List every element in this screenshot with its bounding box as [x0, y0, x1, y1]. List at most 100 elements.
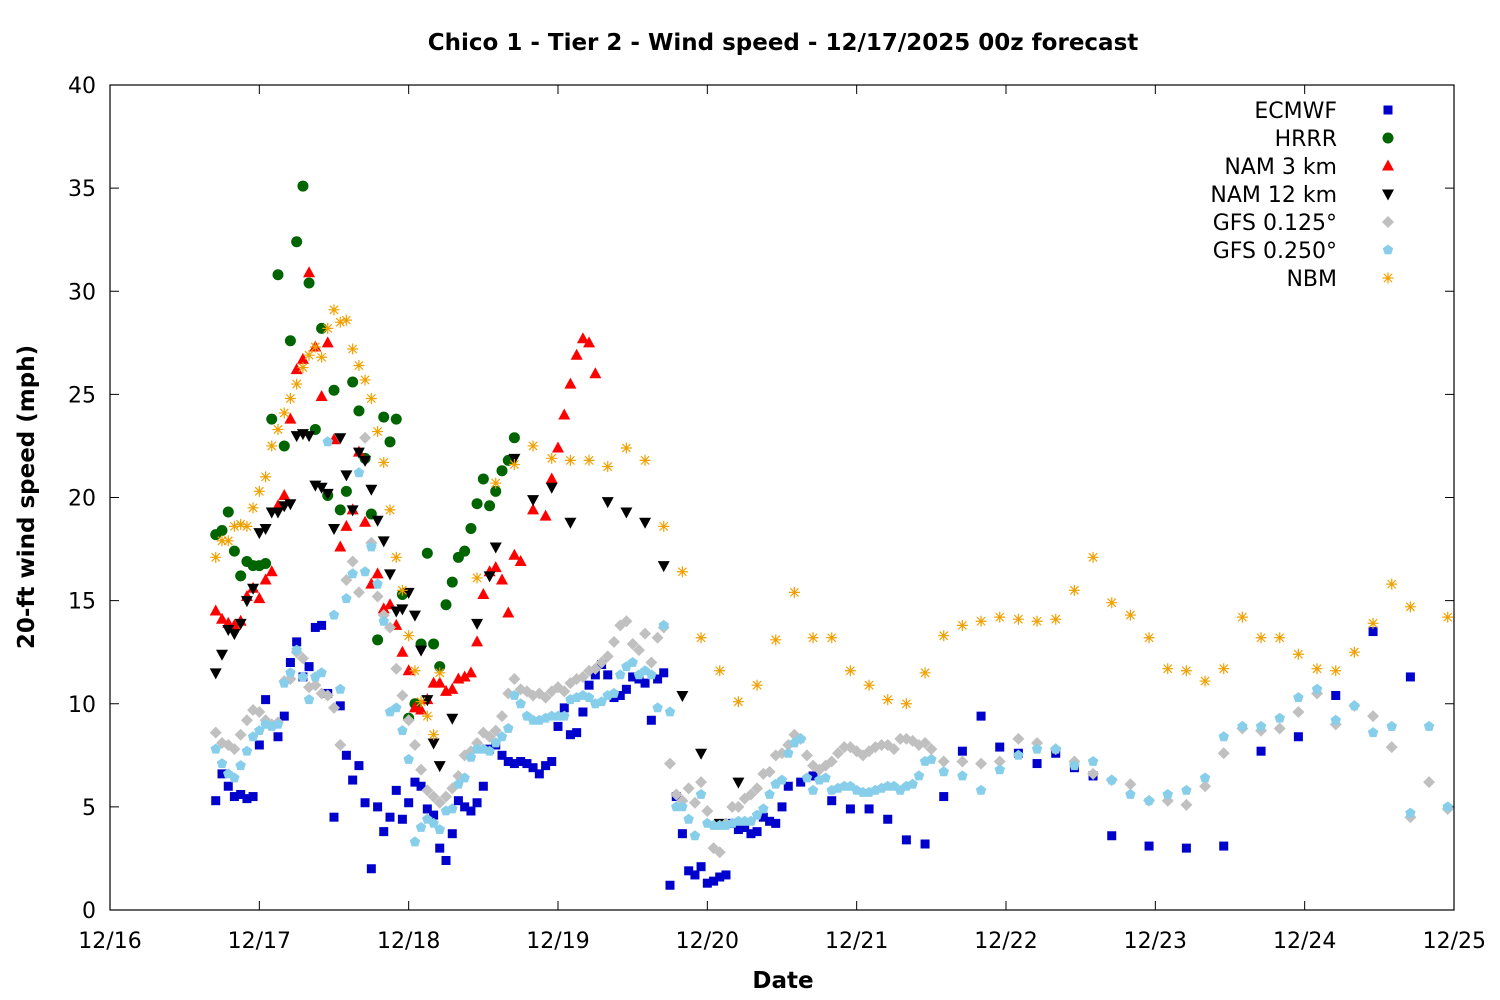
data-point-gfs-0-250 [503, 723, 514, 733]
data-point-gfs-0-125 [1292, 706, 1305, 718]
data-point-gfs-0-250 [975, 784, 987, 795]
data-point-gfs-0-250 [615, 669, 626, 680]
data-point-nam-12-km [676, 691, 689, 702]
data-point-nam-3-km [496, 573, 508, 585]
data-point-nbm [278, 407, 290, 419]
data-point-nam-12-km [483, 571, 496, 583]
data-point-gfs-0-125 [346, 555, 359, 568]
data-point-gfs-0-125 [1180, 798, 1193, 811]
data-point-gfs-0-125 [359, 431, 372, 444]
data-point-ecmwf [702, 878, 712, 888]
data-point-ecmwf [453, 796, 463, 806]
data-point-gfs-0-250 [372, 578, 383, 589]
data-point-gfs-0-250 [210, 743, 221, 754]
data-point-gfs-0-125 [888, 743, 900, 756]
data-point-ecmwf [603, 670, 613, 680]
data-point-nbm [527, 440, 539, 452]
legend-label-nbm: NBM [1286, 267, 1337, 292]
data-point-gfs-0-250 [1349, 700, 1360, 711]
data-point-ecmwf [329, 812, 339, 822]
data-point-gfs-0-250 [994, 764, 1005, 775]
data-point-hrrr [328, 384, 340, 396]
data-point-nbm [1367, 617, 1379, 629]
data-point-gfs-0-125 [695, 776, 708, 789]
data-point-gfs-0-250 [434, 824, 445, 834]
data-point-hrrr [291, 236, 303, 248]
data-point-ecmwf [366, 864, 376, 874]
data-point-nam-12-km [328, 523, 340, 535]
data-point-ecmwf [534, 769, 544, 779]
data-point-gfs-0-125 [309, 679, 322, 692]
data-point-gfs-0-125 [620, 615, 633, 628]
data-point-gfs-0-125 [701, 805, 714, 817]
data-point-gfs-0-125 [352, 586, 365, 599]
data-point-ecmwf [466, 806, 476, 816]
data-point-gfs-0-250 [664, 706, 676, 717]
data-point-ecmwf [796, 777, 806, 787]
data-point-nbm [956, 619, 968, 631]
data-point-nbm [676, 566, 688, 578]
data-point-nam-3-km [359, 515, 372, 527]
x-tick-label: 12/20 [676, 929, 739, 954]
data-point-gfs-0-250 [247, 731, 259, 742]
data-point-nam-3-km [502, 606, 515, 618]
data-point-ecmwf [317, 620, 327, 630]
data-point-nam-3-km [296, 352, 309, 364]
data-point-gfs-0-125 [576, 670, 589, 683]
data-point-ecmwf [578, 707, 588, 717]
data-point-nbm [359, 374, 371, 386]
data-point-gfs-0-250 [957, 770, 968, 781]
data-point-hrrr [303, 277, 315, 289]
data-point-nam-12-km [545, 482, 558, 494]
data-point-hrrr [421, 547, 433, 559]
data-point-ecmwf [236, 790, 246, 799]
series-gfs-0-250 [210, 436, 1453, 847]
data-point-nbm [284, 393, 296, 404]
data-point-ecmwf [385, 812, 395, 822]
data-point-ecmwf [348, 775, 358, 785]
x-tick-label: 12/19 [526, 929, 589, 954]
data-point-nbm [384, 504, 396, 516]
data-point-ecmwf [584, 680, 594, 690]
data-point-gfs-0-250 [235, 760, 246, 771]
series-nam-12-km [209, 429, 745, 830]
data-point-ecmwf [746, 829, 756, 839]
data-point-gfs-0-250 [646, 669, 657, 680]
data-point-nbm [297, 362, 309, 374]
data-point-nbm [1236, 611, 1248, 623]
data-point-nam-3-km [265, 565, 278, 577]
data-point-nbm [322, 322, 334, 334]
data-point-nam-3-km [464, 666, 477, 678]
data-point-nbm [919, 667, 931, 679]
data-point-hrrr [235, 570, 247, 582]
data-point-gfs-0-125 [209, 726, 222, 739]
data-point-ecmwf [1032, 759, 1042, 769]
data-point-nam-12-km [371, 515, 384, 527]
data-point-nbm [1012, 613, 1024, 625]
data-point-gfs-0-250 [459, 772, 470, 783]
data-point-nam-12-km [695, 748, 708, 760]
data-point-gfs-0-250 [683, 813, 694, 824]
data-point-ecmwf [827, 796, 837, 806]
x-tick-label: 12/21 [825, 929, 888, 954]
data-point-gfs-0-250 [1106, 774, 1117, 785]
data-point-gfs-0-125 [800, 749, 813, 762]
data-point-ecmwf [621, 684, 631, 694]
data-point-gfs-0-125 [296, 652, 309, 665]
data-point-gfs-0-125 [427, 790, 440, 803]
data-point-nam-3-km [303, 266, 316, 278]
data-point-gfs-0-250 [397, 725, 408, 735]
legend-marker-nam-12-km [1382, 189, 1394, 201]
data-point-ecmwf [460, 802, 470, 812]
data-point-nam-3-km [570, 348, 583, 360]
data-point-gfs-0-250 [758, 803, 769, 814]
data-point-nam-3-km [558, 408, 571, 420]
x-tick-label: 12/16 [78, 929, 141, 954]
data-point-ecmwf [565, 730, 575, 740]
data-point-gfs-0-250 [677, 801, 688, 812]
data-point-ecmwf [211, 796, 221, 806]
data-point-gfs-0-250 [1311, 683, 1323, 694]
data-point-nam-3-km [583, 336, 596, 348]
data-point-gfs-0-250 [907, 778, 918, 789]
data-point-ecmwf [733, 825, 743, 835]
